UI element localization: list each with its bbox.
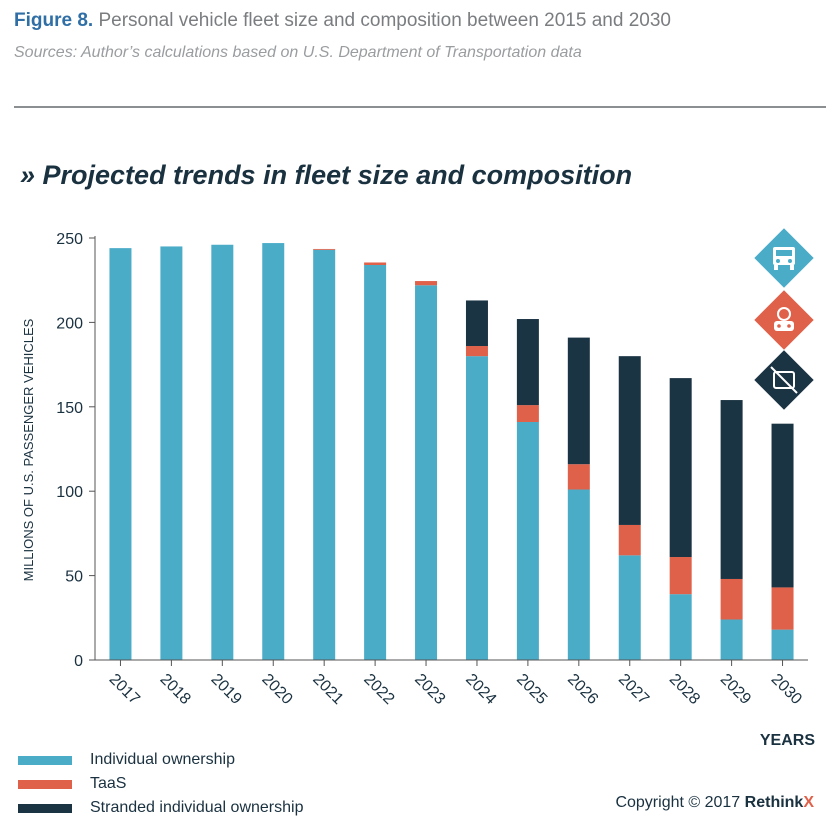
- legend-item-taas: TaaS: [18, 772, 303, 796]
- legend-label-individual: Individual ownership: [90, 751, 235, 768]
- bar-individual-2024: [465, 356, 488, 660]
- y-ticks: 0 50 100 150 200 250: [56, 231, 95, 670]
- figure-header: Figure 8. Personal vehicle fleet size an…: [14, 10, 826, 62]
- bar-stranded-2025: [516, 319, 539, 406]
- x-ticks: 2017 2018 2019 2020 2021 2022 2023 2024 2025 2026…: [106, 660, 805, 708]
- bar-individual-2029: [720, 619, 743, 660]
- x-axis-label: YEARS: [760, 732, 815, 749]
- x-tick-label: 2027: [615, 671, 652, 708]
- copyright-brand-x: X: [803, 794, 814, 811]
- copyright-prefix: Copyright © 2017: [615, 794, 745, 811]
- bar-individual-2023: [415, 285, 438, 660]
- figure-source: Sources: Author’s calculations based on …: [14, 44, 582, 61]
- x-tick-label: 2026: [564, 671, 601, 708]
- y-tick-label: 200: [56, 315, 83, 332]
- bar-individual-2019: [211, 244, 234, 660]
- x-tick-label: 2020: [258, 671, 295, 708]
- header-divider: [14, 106, 826, 108]
- bar-taas-2021: [313, 248, 336, 250]
- y-tick-label: 50: [65, 569, 83, 586]
- y-tick-label: 0: [74, 653, 83, 670]
- bar-stranded-2027: [618, 356, 641, 525]
- individual-ownership-icon: [754, 228, 814, 288]
- x-tick-label: 2018: [157, 671, 194, 708]
- x-tick-label: 2025: [513, 671, 550, 708]
- bar-taas-2027: [618, 524, 641, 556]
- bar-individual-2018: [160, 246, 183, 660]
- bar-individual-2022: [364, 265, 387, 660]
- taas-icon: [754, 290, 814, 350]
- bar-taas-2026: [567, 464, 590, 490]
- bar-stranded-2024: [465, 300, 488, 347]
- copyright: Copyright © 2017 RethinkX: [615, 794, 814, 812]
- legend-label-stranded: Stranded individual ownership: [90, 799, 304, 816]
- x-tick-label: 2023: [411, 671, 448, 708]
- bar-individual-2017: [109, 248, 132, 661]
- copyright-brand: Rethink: [744, 794, 804, 811]
- x-tick-label: 2028: [666, 671, 703, 708]
- bar-taas-2029: [720, 578, 743, 620]
- bar-stranded-2029: [720, 400, 743, 579]
- x-tick-label: 2021: [309, 671, 346, 708]
- bar-stranded-2028: [669, 378, 692, 558]
- x-tick-label: 2017: [106, 671, 143, 708]
- bar-individual-2027: [618, 555, 641, 660]
- bar-stranded-2026: [567, 337, 590, 465]
- bar-taas-2025: [516, 405, 539, 422]
- y-tick-label: 250: [56, 231, 83, 248]
- legend-swatch-taas: [18, 779, 72, 789]
- y-tick-label: 150: [56, 400, 83, 417]
- figure-title: Figure 8. Personal vehicle fleet size an…: [14, 10, 826, 32]
- legend-item-individual: Individual ownership: [18, 748, 303, 772]
- y-axis-label: MILLIONS OF U.S. PASSENGER VEHICLES: [21, 318, 36, 581]
- bar-taas-2023: [415, 281, 438, 286]
- x-tick-label: 2030: [768, 671, 805, 708]
- bar-stranded-2030: [771, 423, 794, 588]
- legend-swatch-individual: [18, 755, 72, 765]
- chart-heading: » Projected trends in fleet size and com…: [20, 160, 633, 190]
- x-tick-label: 2024: [462, 671, 499, 708]
- stranded-ownership-icon: [754, 350, 814, 410]
- bar-individual-2025: [516, 421, 539, 660]
- x-tick-label: 2019: [207, 671, 244, 708]
- bar-taas-2024: [465, 346, 488, 357]
- bar-taas-2022: [364, 262, 387, 266]
- bar-individual-2020: [262, 243, 285, 660]
- bars-layer: [109, 243, 794, 661]
- figure-title-text: Personal vehicle fleet size and composit…: [98, 10, 671, 31]
- bar-taas-2030: [771, 587, 794, 630]
- bar-taas-2028: [669, 557, 692, 595]
- bar-individual-2021: [313, 249, 336, 661]
- x-tick-label: 2029: [717, 671, 754, 708]
- legend: Individual ownership TaaS Stranded indiv…: [18, 748, 303, 820]
- figure-number: Figure 8.: [14, 10, 94, 31]
- axes-layer: [94, 236, 808, 661]
- legend-item-stranded: Stranded individual ownership: [18, 796, 303, 820]
- bar-individual-2030: [771, 629, 794, 660]
- y-tick-label: 100: [56, 484, 83, 501]
- bar-individual-2026: [567, 489, 590, 660]
- x-tick-label: 2022: [360, 671, 397, 708]
- legend-swatch-stranded: [18, 803, 72, 813]
- legend-label-taas: TaaS: [90, 775, 127, 792]
- bar-individual-2028: [669, 594, 692, 660]
